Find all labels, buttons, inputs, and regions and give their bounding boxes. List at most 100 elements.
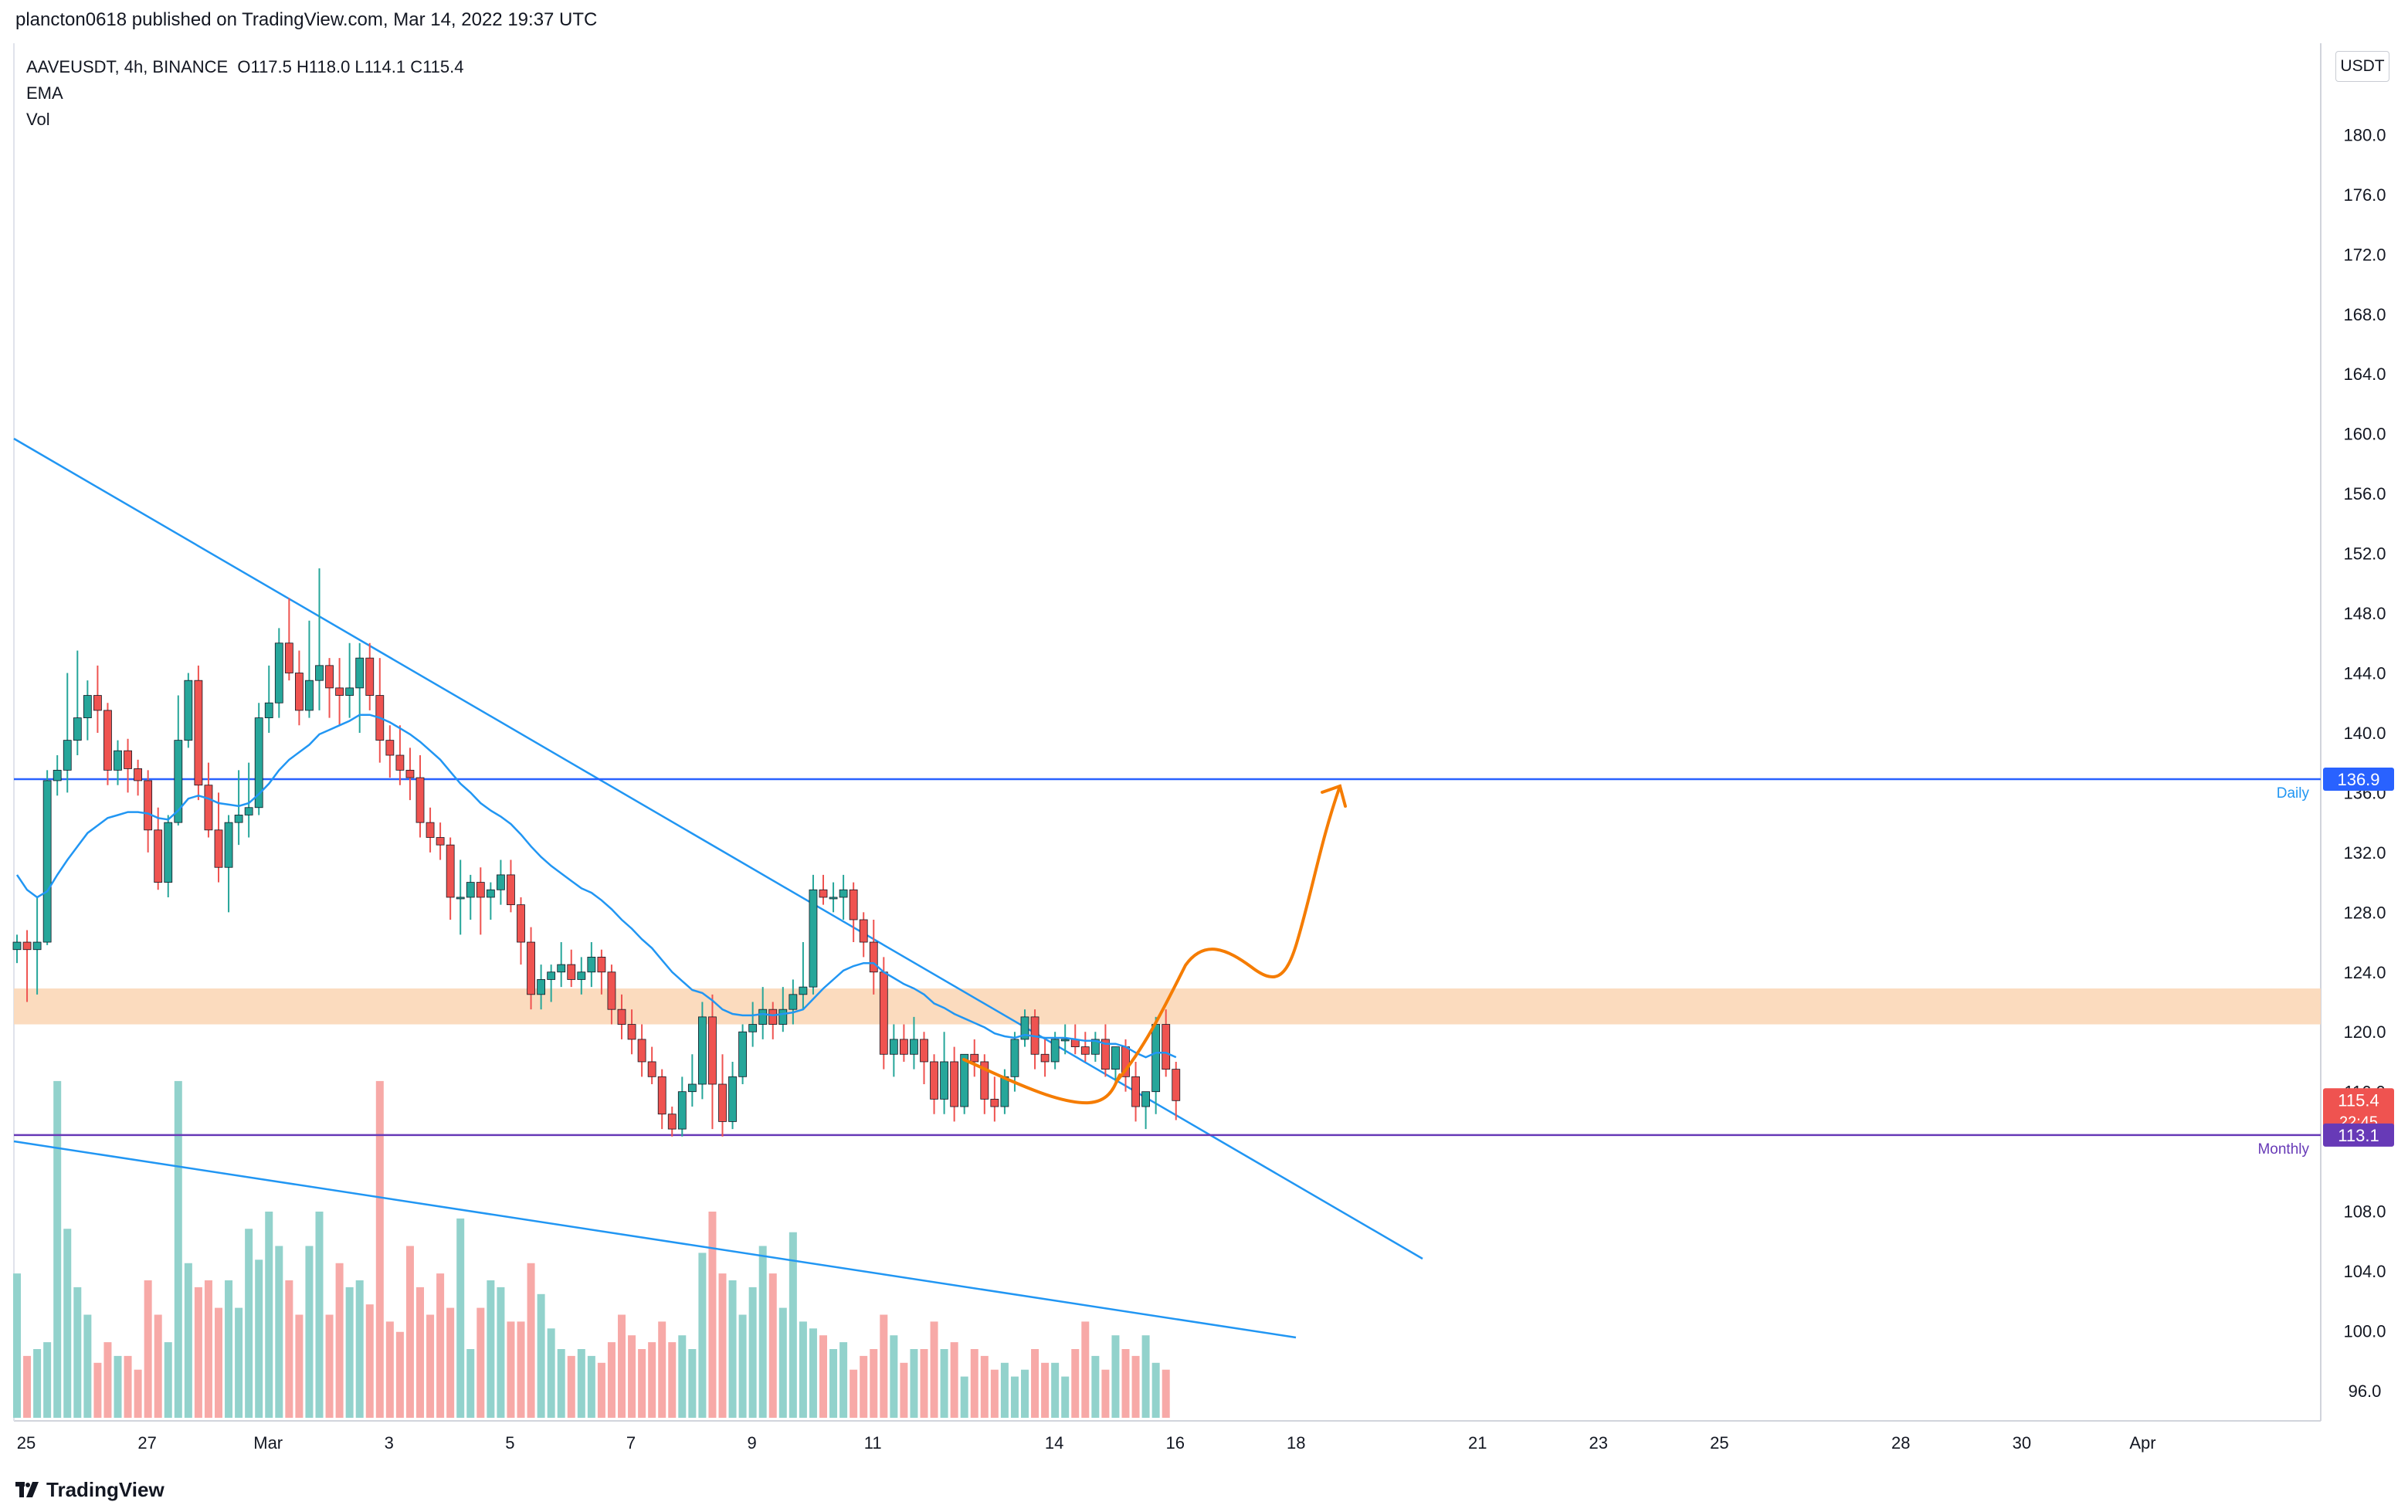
- candle: [910, 1016, 918, 1070]
- legend-symbol-row[interactable]: AAVEUSDT, 4h, BINANCE O117.5 H118.0 L114…: [26, 54, 464, 80]
- candle: [627, 1009, 636, 1055]
- candle-body: [234, 815, 243, 823]
- time-tick-label: 7: [626, 1433, 636, 1453]
- candle-body: [284, 642, 293, 673]
- volume-bar: [668, 1342, 677, 1418]
- candle: [244, 762, 253, 838]
- candle-body: [184, 680, 193, 741]
- descending-trendline[interactable]: [13, 437, 1423, 1260]
- candle-body: [1010, 1039, 1019, 1077]
- candle: [53, 755, 62, 796]
- candle-body: [294, 673, 304, 711]
- chart-legend: AAVEUSDT, 4h, BINANCE O117.5 H118.0 L114…: [26, 54, 464, 133]
- volume-bar: [648, 1342, 656, 1418]
- lower-trendline[interactable]: [13, 1140, 1297, 1339]
- price-tick-label: 128.0: [2343, 903, 2386, 922]
- candle: [375, 658, 385, 763]
- projection-arrow-path[interactable]: [1115, 785, 1341, 1083]
- candle: [617, 994, 626, 1039]
- volume-bar: [1141, 1335, 1150, 1418]
- candle: [274, 628, 283, 718]
- candle: [819, 874, 828, 905]
- volume-bar: [920, 1349, 928, 1418]
- price-tick-label: 108.0: [2343, 1202, 2386, 1222]
- time-tick-label: 18: [1287, 1433, 1305, 1453]
- candle-body: [93, 695, 102, 711]
- volume-bar: [1000, 1362, 1009, 1418]
- monthly-level-label: Monthly: [2257, 1141, 2309, 1158]
- candle-body: [436, 837, 445, 846]
- currency-unit-button[interactable]: USDT: [2335, 51, 2389, 82]
- candlestick-series: [12, 568, 1181, 1137]
- candle: [537, 964, 545, 1010]
- tradingview-brand[interactable]: TradingView: [15, 1478, 164, 1502]
- volume-bar: [850, 1369, 858, 1418]
- volume-bar: [83, 1314, 92, 1418]
- volume-bar: [658, 1321, 666, 1418]
- legend-indicator-vol[interactable]: Vol: [26, 110, 50, 129]
- candle: [647, 1046, 656, 1084]
- candle-body: [920, 1039, 928, 1063]
- legend-indicator-ema[interactable]: EMA: [26, 83, 63, 103]
- candle: [587, 942, 596, 988]
- projection-curve[interactable]: [962, 1058, 1121, 1105]
- volume-bar: [335, 1263, 344, 1418]
- candle-body: [264, 702, 273, 718]
- candle-body: [224, 822, 233, 868]
- volume-bar: [1081, 1321, 1090, 1418]
- monthly-price-badge-text: 113.1: [2338, 1126, 2379, 1145]
- volume-bar: [345, 1287, 354, 1418]
- candle: [970, 1039, 979, 1077]
- candle-body: [144, 780, 153, 831]
- candle: [1141, 1091, 1150, 1130]
- volume-bar: [698, 1253, 707, 1418]
- volume-bar: [325, 1314, 334, 1418]
- candle-body: [597, 957, 606, 973]
- candle-body: [244, 807, 253, 815]
- candle-body: [466, 882, 475, 898]
- candle-body: [900, 1039, 908, 1055]
- volume-bar: [1031, 1349, 1040, 1418]
- volume-bar: [456, 1218, 465, 1418]
- candle: [294, 650, 304, 726]
- candle-body: [73, 717, 82, 741]
- candle: [497, 859, 505, 905]
- legend-symbol[interactable]: AAVEUSDT, 4h, BINANCE: [26, 57, 229, 76]
- candle-body: [637, 1039, 646, 1063]
- candle-body: [799, 986, 808, 995]
- volume-bar: [295, 1314, 304, 1418]
- volume-bar: [235, 1307, 243, 1418]
- candle-body: [960, 1053, 969, 1107]
- volume-bar: [1071, 1349, 1080, 1418]
- volume-bar: [1101, 1369, 1110, 1418]
- candle-body: [970, 1053, 979, 1063]
- volume-bar: [477, 1307, 485, 1418]
- daily-level-label: Daily: [2277, 785, 2310, 802]
- candle-body: [687, 1083, 697, 1093]
- volume-bar: [385, 1321, 394, 1418]
- candle-body: [980, 1061, 989, 1100]
- volume-bar: [416, 1287, 424, 1418]
- supply-demand-zone[interactable]: [14, 988, 2321, 1025]
- volume-bar: [940, 1349, 948, 1418]
- daily-price-badge[interactable]: 136.9: [2323, 767, 2394, 791]
- volume-bar: [880, 1314, 888, 1418]
- volume-bar: [728, 1280, 737, 1418]
- monthly-price-badge[interactable]: 113.1: [2323, 1123, 2394, 1147]
- last-price-badge[interactable]: 115.4 22:45: [2323, 1088, 2394, 1132]
- candle: [405, 748, 415, 801]
- candle: [698, 1002, 707, 1100]
- volume-bar: [577, 1349, 585, 1418]
- candle: [335, 658, 344, 726]
- ema-line[interactable]: [15, 714, 1177, 1059]
- volume-bar: [194, 1287, 202, 1418]
- candle-body: [305, 680, 314, 711]
- candle-body: [1020, 1016, 1029, 1040]
- candle: [124, 738, 132, 793]
- candle: [345, 642, 354, 718]
- volume-bar: [910, 1349, 918, 1418]
- candle-body: [83, 695, 92, 718]
- volume-bar: [890, 1335, 898, 1418]
- volume-bar: [829, 1349, 838, 1418]
